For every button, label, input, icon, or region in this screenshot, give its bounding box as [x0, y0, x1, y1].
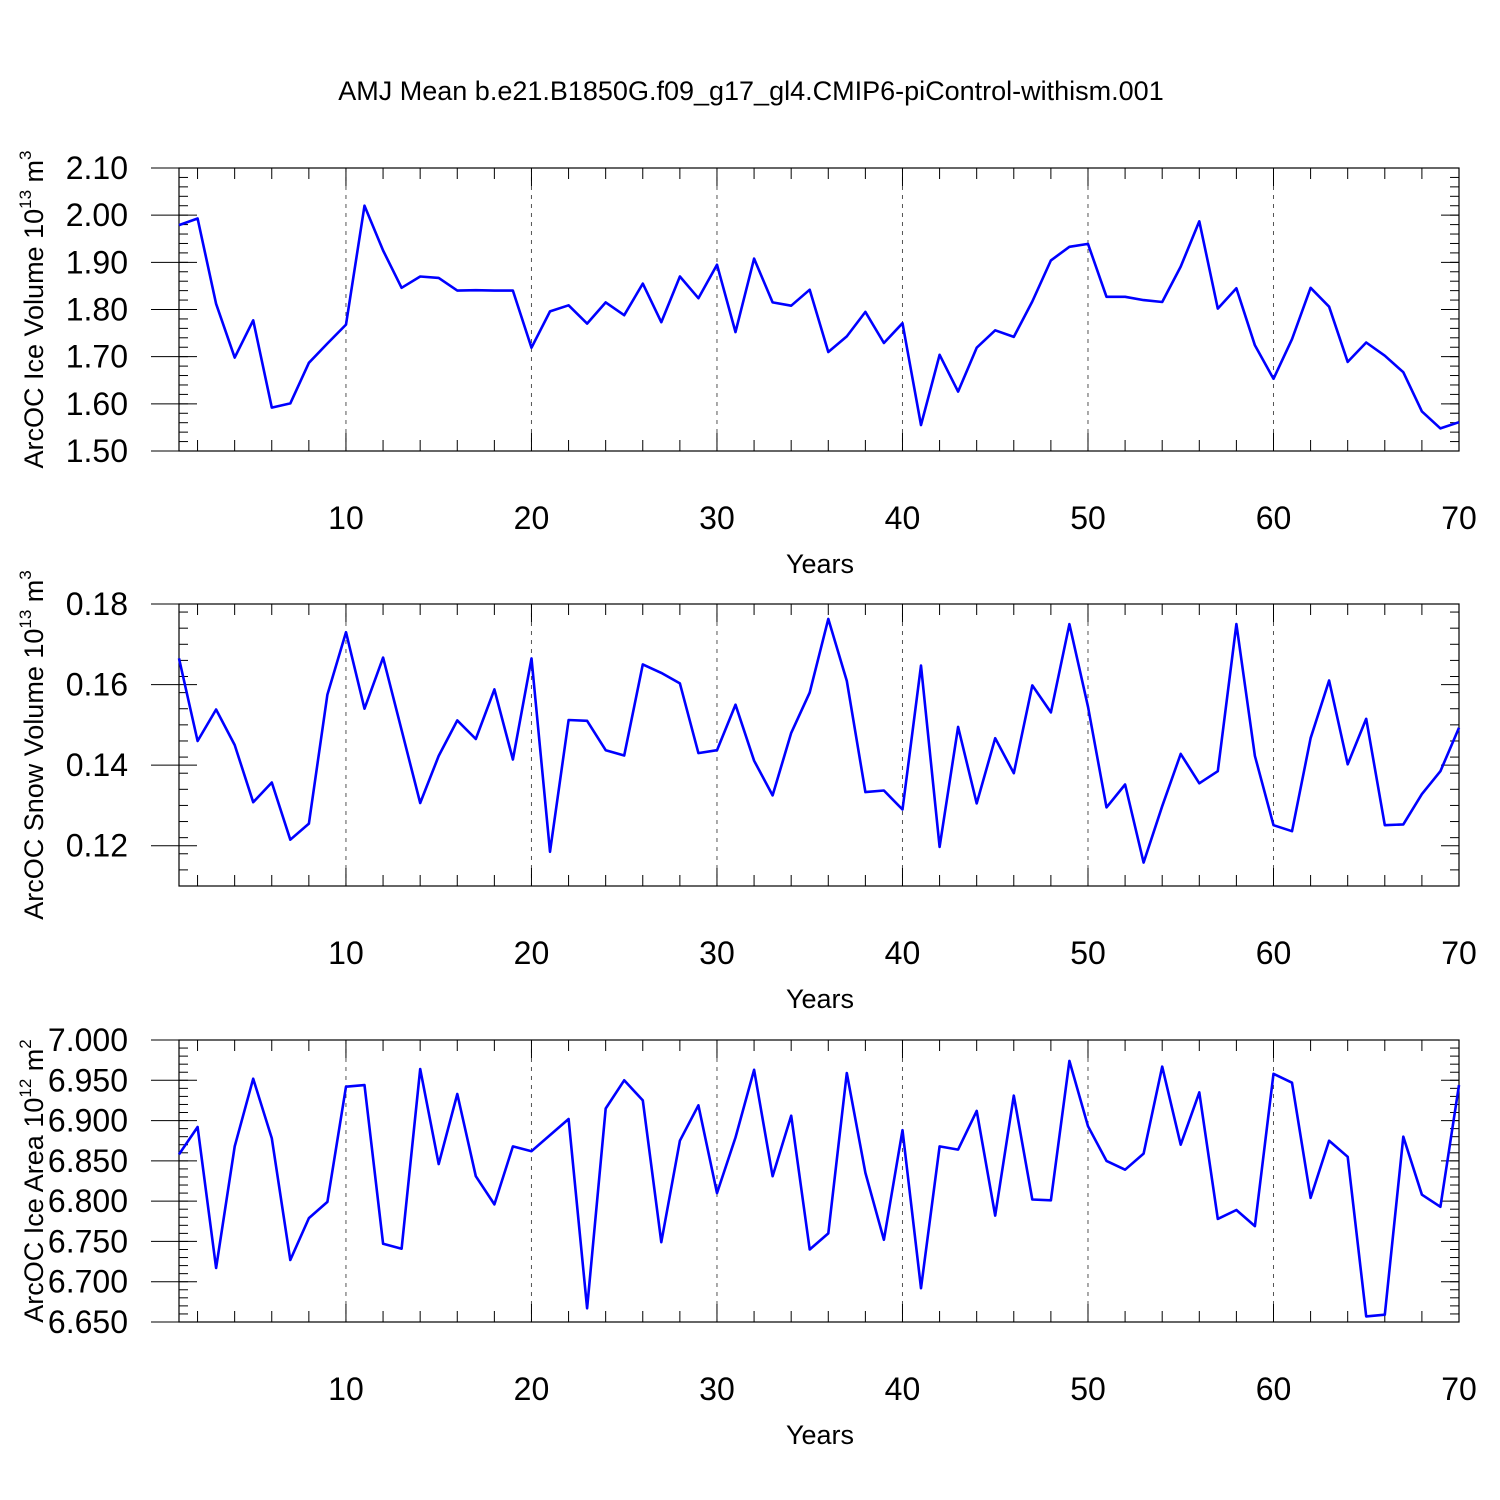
ice-area-series-line [177, 1059, 1461, 1318]
ice-volume-series-line [178, 204, 1460, 430]
ice-volume-y-tick-label: 2.10 [66, 150, 128, 186]
ice-area-x-tick-label: 20 [514, 1371, 550, 1407]
ice-volume-y-tick-label: 1.60 [66, 386, 128, 422]
ice-volume-x-tick-label: 10 [328, 500, 364, 536]
chart-title: AMJ Mean b.e21.B1850G.f09_g17_gl4.CMIP6-… [338, 76, 1163, 106]
snow-volume-x-tick-label: 20 [514, 935, 550, 971]
snow-volume-y-tick-label: 0.18 [66, 586, 128, 622]
snow-volume-series-line [177, 617, 1461, 864]
ice-area-x-axis-label: Years [786, 1420, 854, 1450]
snow-volume-plot-frame [178, 603, 1460, 887]
snow-volume-x-tick-label: 40 [885, 935, 921, 971]
snow-volume-y-axis-label: ArcOC Snow Volume 1013 m3 [16, 570, 49, 920]
ice-area-x-tick-label: 60 [1256, 1371, 1292, 1407]
ice-volume-x-axis-label: Years [786, 549, 854, 579]
ice-volume-x-tick-label: 30 [699, 500, 735, 536]
ice-area-y-tick-label: 6.750 [48, 1223, 128, 1259]
ice-volume-x-tick-label: 70 [1441, 500, 1477, 536]
ice-area-x-tick-label: 10 [328, 1371, 364, 1407]
ice-area-x-tick-label: 30 [699, 1371, 735, 1407]
ice-area-y-tick-label: 6.950 [48, 1062, 128, 1098]
ice-area-y-tick-label: 6.900 [48, 1103, 128, 1139]
ice-volume-y-tick-label: 1.80 [66, 292, 128, 328]
ice-volume-y-tick-label: 2.00 [66, 197, 128, 233]
ice-volume-y-tick-label: 1.90 [66, 244, 128, 280]
ice-volume-panel: 1.50 1.60 1.70 1.80 1.90 2.00 2.10 10 20 30 40 50 60… [16, 150, 1477, 579]
ice-area-x-tick-label: 50 [1070, 1371, 1106, 1407]
ice-volume-y-tick-label: 1.70 [66, 339, 128, 375]
ice-volume-x-tick-label: 50 [1070, 500, 1106, 536]
snow-volume-x-tick-label: 30 [699, 935, 735, 971]
ice-volume-x-tick-label: 60 [1256, 500, 1292, 536]
snow-volume-x-tick-label: 50 [1070, 935, 1106, 971]
snow-volume-x-tick-label: 60 [1256, 935, 1292, 971]
ice-volume-x-tick-label: 40 [885, 500, 921, 536]
ice-volume-y-axis-label: ArcOC Ice Volume 1013 m3 [16, 150, 49, 468]
snow-volume-panel: 0.12 0.14 0.16 0.18 10 20 30 40 50 60 70 Years ArcOC… [16, 570, 1477, 1014]
ice-area-x-tick-label: 70 [1441, 1371, 1477, 1407]
snow-volume-x-tick-label: 10 [328, 935, 364, 971]
ice-area-y-tick-label: 6.800 [48, 1183, 128, 1219]
snow-volume-x-tick-label: 70 [1441, 935, 1477, 971]
snow-volume-y-tick-label: 0.12 [66, 828, 128, 864]
ice-volume-x-tick-label: 20 [514, 500, 550, 536]
ice-area-x-tick-label: 40 [885, 1371, 921, 1407]
panels: 1.50 1.60 1.70 1.80 1.90 2.00 2.10 10 20 30 40 50 60… [16, 150, 1477, 1450]
ice-volume-plot-frame [178, 167, 1460, 452]
snow-volume-y-tick-label: 0.16 [66, 667, 128, 703]
ice-area-y-tick-label: 6.850 [48, 1143, 128, 1179]
ice-area-y-tick-label: 7.000 [48, 1022, 128, 1058]
ice-volume-y-tick-label: 1.50 [66, 433, 128, 469]
snow-volume-y-tick-label: 0.14 [66, 747, 128, 783]
snow-volume-x-axis-label: Years [786, 984, 854, 1014]
ice-area-y-axis-label: ArcOC Ice Area 1012 m2 [16, 1039, 49, 1323]
ice-area-panel: 6.650 6.700 6.750 6.800 6.850 6.900 6.950 7.000… [16, 1022, 1477, 1450]
ice-area-plot-frame [178, 1039, 1460, 1323]
ice-area-y-tick-label: 6.700 [48, 1264, 128, 1300]
ice-area-y-tick-label: 6.650 [48, 1304, 128, 1340]
